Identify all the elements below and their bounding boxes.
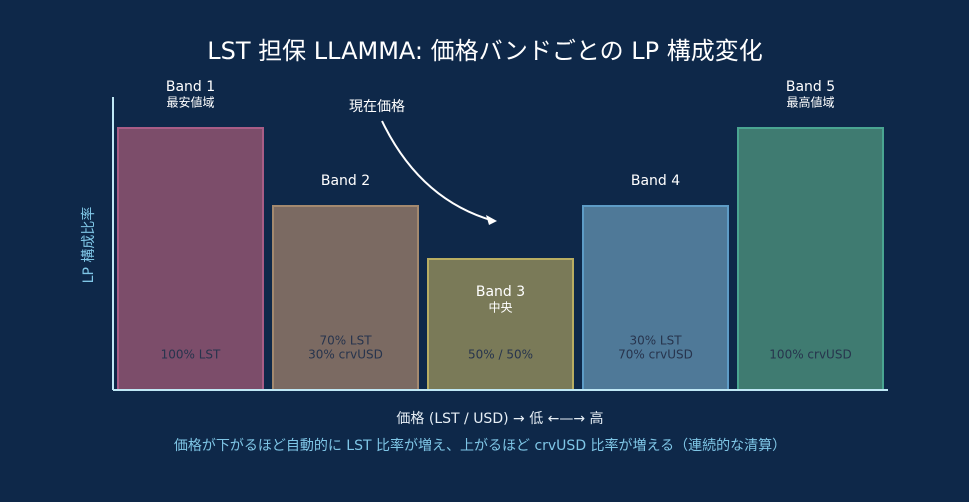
band-label: Band 3 xyxy=(476,284,525,300)
band-sublabel: 最高値域 xyxy=(786,95,834,110)
title: LST 担保 LLAMMA: 価格バンドごとの LP 構成変化 xyxy=(207,37,762,65)
band-bar xyxy=(117,127,264,391)
note: 価格が下がるほど自動的に LST 比率が増え、上がるほど crvUSD 比率が増… xyxy=(174,437,786,454)
annotation-arrow xyxy=(381,120,495,222)
band-composition: 70% crvUSD xyxy=(618,348,693,362)
band-bar xyxy=(427,258,574,391)
y-axis-label: LP 構成比率 xyxy=(80,207,97,284)
band-label: Band 4 xyxy=(631,173,680,189)
annotation: 現在価格 xyxy=(349,99,405,115)
band-composition: 100% LST xyxy=(161,348,221,362)
band-composition: 30% LST xyxy=(629,334,682,348)
band-label: Band 2 xyxy=(321,173,370,189)
arrow-head xyxy=(486,215,497,225)
band-bar xyxy=(272,205,419,391)
band-composition: 30% crvUSD xyxy=(308,348,383,362)
band-composition: 50% / 50% xyxy=(468,348,533,362)
band-sublabel: 最安値域 xyxy=(166,95,214,110)
band-bar xyxy=(737,127,884,391)
band-composition: 70% LST xyxy=(319,334,372,348)
band-label: Band 5 xyxy=(786,79,835,95)
band-sublabel: 中央 xyxy=(488,300,512,315)
x-axis-label: 価格 (LST / USD) → 低 ←—→ 高 xyxy=(396,410,603,427)
band-label: Band 1 xyxy=(166,79,215,95)
band-composition: 100% crvUSD xyxy=(769,348,851,362)
band-bar xyxy=(582,205,729,391)
